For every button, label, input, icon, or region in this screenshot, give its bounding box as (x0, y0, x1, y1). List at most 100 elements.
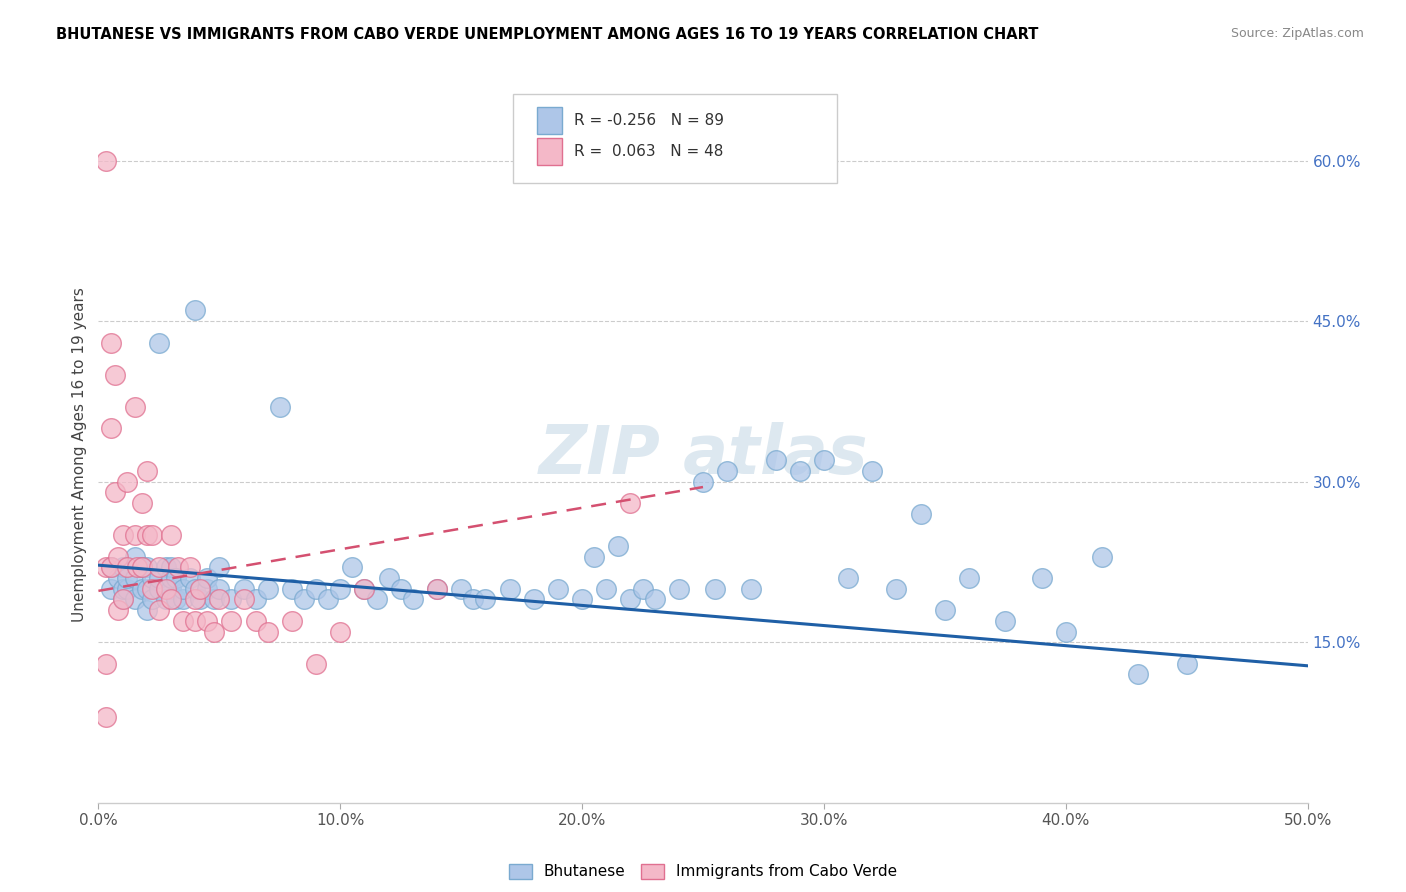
Text: R = -0.256   N = 89: R = -0.256 N = 89 (574, 113, 724, 128)
Point (124, 592, 146, 607)
Point (886, 582, 908, 596)
Point (107, 549, 129, 564)
Point (111, 592, 134, 607)
Point (316, 592, 339, 607)
Point (155, 582, 177, 596)
Point (148, 582, 170, 596)
Point (148, 571, 170, 585)
Point (740, 582, 762, 596)
Point (281, 582, 304, 596)
Point (160, 571, 183, 585)
Point (100, 560, 122, 574)
Point (141, 582, 163, 596)
Point (184, 303, 207, 318)
Point (583, 549, 606, 564)
Point (100, 582, 122, 596)
Point (111, 528, 134, 542)
Point (167, 560, 190, 574)
Point (221, 592, 243, 607)
Point (94, 657, 117, 671)
Point (155, 560, 177, 574)
Point (256, 624, 278, 639)
Point (160, 560, 183, 574)
Point (789, 464, 811, 478)
Point (141, 528, 163, 542)
Point (860, 464, 883, 478)
Point (148, 560, 170, 574)
Point (165, 571, 187, 585)
Point (910, 507, 932, 521)
Point (160, 592, 183, 607)
Point (204, 624, 226, 639)
Point (111, 560, 134, 574)
Point (389, 582, 412, 596)
Point (607, 539, 630, 553)
Point (245, 614, 267, 628)
Point (498, 582, 520, 596)
Point (155, 592, 177, 607)
Point (281, 614, 304, 628)
Point (127, 560, 149, 574)
Point (1031, 571, 1053, 585)
Point (188, 582, 211, 596)
Point (131, 560, 153, 574)
Y-axis label: Unemployment Among Ages 16 to 19 years: Unemployment Among Ages 16 to 19 years (72, 287, 87, 623)
Point (619, 496, 641, 510)
Point (366, 592, 388, 607)
Point (934, 603, 956, 617)
Text: ZIP atlas: ZIP atlas (538, 422, 868, 488)
Point (692, 475, 714, 489)
Point (292, 592, 315, 607)
Point (131, 496, 153, 510)
Point (571, 592, 593, 607)
Point (994, 614, 1017, 628)
Point (117, 582, 139, 596)
Point (837, 571, 859, 585)
Point (141, 592, 163, 607)
Point (131, 560, 153, 574)
Point (1175, 657, 1198, 671)
Point (208, 560, 231, 574)
Point (232, 592, 254, 607)
Text: Source: ZipAtlas.com: Source: ZipAtlas.com (1230, 27, 1364, 40)
Point (107, 571, 129, 585)
Point (124, 400, 146, 414)
Point (1128, 667, 1150, 681)
Point (160, 582, 183, 596)
Point (269, 400, 291, 414)
Point (111, 582, 134, 596)
Point (172, 614, 194, 628)
Point (100, 421, 122, 435)
Point (117, 475, 139, 489)
Point (179, 571, 201, 585)
Point (111, 592, 134, 607)
Point (195, 582, 218, 596)
Point (172, 582, 194, 596)
Point (1054, 624, 1077, 639)
Point (716, 464, 738, 478)
Point (135, 464, 157, 478)
Point (107, 603, 129, 617)
Point (256, 582, 278, 596)
Point (329, 624, 352, 639)
Point (221, 614, 243, 628)
Point (957, 571, 980, 585)
Point (165, 592, 187, 607)
Point (195, 614, 218, 628)
Point (195, 571, 218, 585)
Point (402, 592, 425, 607)
Point (100, 560, 122, 574)
Point (813, 453, 835, 467)
Point (426, 582, 449, 596)
Point (94, 560, 117, 574)
Point (104, 485, 127, 500)
Point (94, 710, 117, 724)
Point (232, 582, 254, 596)
Point (188, 592, 211, 607)
Point (353, 582, 375, 596)
Text: R =  0.063   N = 48: R = 0.063 N = 48 (574, 145, 723, 159)
Point (179, 560, 201, 574)
Point (668, 582, 690, 596)
Point (135, 603, 157, 617)
Point (94, 153, 117, 168)
